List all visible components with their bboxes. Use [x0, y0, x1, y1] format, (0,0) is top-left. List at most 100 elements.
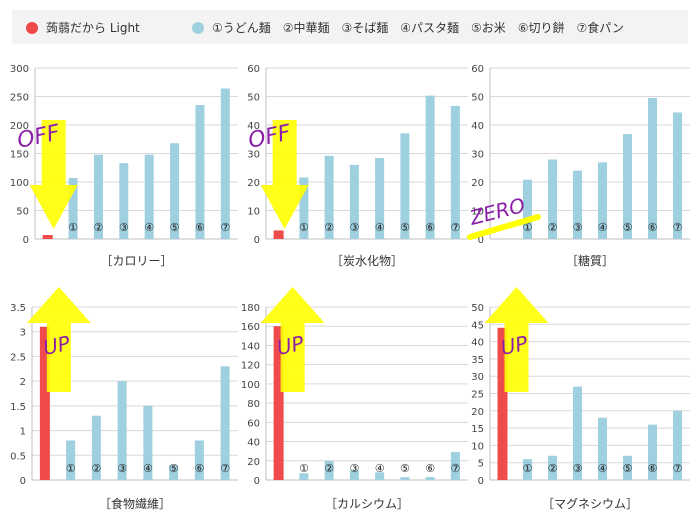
- bar-3: [349, 164, 359, 239]
- bar-6: [195, 105, 205, 239]
- bar-2: [93, 154, 103, 239]
- bar-1: [299, 177, 309, 239]
- bar-5: [169, 465, 179, 480]
- y-tick-label: 60: [471, 64, 484, 75]
- chart-panel-3: 0 0.5 1 1.5 2 2.5 3 3.5 ① ② ③ ④ ⑤ ⑥ ⑦ ［食物繊維］ UP: [10, 287, 238, 511]
- bar-5: [623, 455, 632, 480]
- bar-1: [523, 179, 532, 239]
- y-tick-label: 180: [241, 303, 260, 314]
- legend-label-noodles: ①うどん麺 ②中華麺 ③そば麺 ④パスタ麺 ⑤お米 ⑥切り餅 ⑦食パン: [212, 21, 624, 35]
- bar-light: [273, 230, 284, 239]
- bar-6: [425, 477, 435, 480]
- y-tick-label: 0.5: [10, 451, 26, 462]
- y-tick-label: 100: [10, 178, 29, 189]
- legend-swatch-noodles: [192, 21, 204, 34]
- category-label: ④: [375, 462, 385, 475]
- category-label: ⑤: [400, 462, 410, 475]
- y-tick-label: 0: [20, 476, 26, 487]
- y-tick-label: 50: [471, 93, 484, 104]
- y-tick-label: 100: [241, 380, 260, 391]
- chart-title: ［糖質］: [566, 253, 614, 268]
- bar-light: [42, 235, 53, 239]
- bar-7: [450, 105, 460, 239]
- y-tick-label: 0: [23, 235, 29, 246]
- y-tick-label: 0: [478, 476, 484, 487]
- chart-title: ［炭水化物］: [331, 254, 403, 268]
- bar-1: [68, 178, 78, 239]
- y-tick-label: 20: [247, 178, 260, 189]
- category-label: ①: [523, 221, 533, 234]
- bar-7: [220, 88, 230, 240]
- bar-3: [117, 381, 127, 480]
- chart-title: ［マグネシウム］: [542, 497, 638, 511]
- legend-item-light: 蒟蒻だから Light: [26, 19, 140, 36]
- y-tick-label: 50: [247, 93, 260, 104]
- category-label: ⑤: [169, 462, 179, 475]
- category-label: ①: [299, 462, 309, 475]
- y-tick-label: 50: [471, 303, 484, 314]
- category-label: ③: [117, 462, 127, 475]
- bar-4: [143, 405, 153, 480]
- category-label: ③: [573, 462, 583, 475]
- bar-5: [400, 133, 410, 239]
- legend-swatch-light: [26, 21, 38, 34]
- category-label: ③: [119, 221, 129, 234]
- up-arrow: [26, 287, 91, 392]
- bar-4: [375, 472, 385, 480]
- category-label: ⑤: [623, 462, 633, 475]
- category-label: ①: [523, 462, 533, 475]
- chart-panel-5: 0 5 10 15 20 25 30 35 40 45 50 ① ② ③ ④ ⑤ ⑥ ⑦ ［マグネシウム］ UP: [471, 287, 690, 511]
- y-tick-label: 80: [247, 399, 260, 410]
- bar-1: [66, 440, 76, 480]
- y-tick-label: 40: [247, 121, 260, 132]
- category-label: ⑥: [194, 462, 204, 475]
- category-label: ④: [143, 462, 153, 475]
- bar-6: [648, 424, 657, 480]
- y-tick-label: 3: [20, 328, 26, 339]
- bar-5: [623, 134, 632, 239]
- category-label: ②: [91, 462, 101, 475]
- y-tick-label: 0: [478, 235, 484, 246]
- y-tick-label: 15: [471, 424, 484, 435]
- y-tick-label: 5: [478, 459, 484, 470]
- category-label: ⑦: [450, 221, 460, 234]
- y-tick-label: 0: [254, 235, 260, 246]
- y-tick-label: 2: [20, 377, 26, 388]
- category-label: ⑦: [450, 462, 460, 475]
- category-label: ⑥: [648, 462, 658, 475]
- category-label: ⑦: [673, 462, 683, 475]
- bar-2: [324, 460, 334, 480]
- category-label: ②: [548, 221, 558, 234]
- bar-4: [598, 162, 607, 239]
- y-tick-label: 25: [471, 390, 484, 401]
- bar-6: [648, 97, 657, 239]
- bar-4: [375, 158, 385, 239]
- bar-6: [425, 95, 435, 240]
- y-tick-label: 60: [247, 418, 260, 429]
- bar-light: [497, 327, 508, 480]
- y-tick-label: 30: [471, 150, 484, 161]
- category-label: ①: [68, 221, 78, 234]
- y-tick-label: 200: [10, 121, 29, 132]
- y-tick-label: 300: [10, 64, 29, 75]
- y-tick-label: 10: [471, 207, 484, 218]
- bar-4: [144, 154, 154, 239]
- chart-title: ［食物繊維］: [99, 496, 171, 511]
- bar-2: [548, 159, 557, 239]
- category-label: ⑦: [220, 462, 230, 475]
- category-label: ①: [66, 462, 76, 475]
- category-label: ⑤: [623, 221, 633, 234]
- bar-7: [673, 410, 682, 480]
- bar-light: [39, 326, 50, 480]
- chart-title: ［カルシウム］: [325, 497, 409, 511]
- y-tick-label: 40: [471, 338, 484, 349]
- bar-1: [523, 459, 532, 480]
- y-tick-label: 50: [16, 207, 29, 218]
- category-label: ⑥: [425, 221, 435, 234]
- category-label: ⑦: [673, 221, 683, 234]
- category-label: ⑤: [400, 221, 410, 234]
- down-arrow: [260, 120, 309, 229]
- bar-2: [324, 155, 334, 239]
